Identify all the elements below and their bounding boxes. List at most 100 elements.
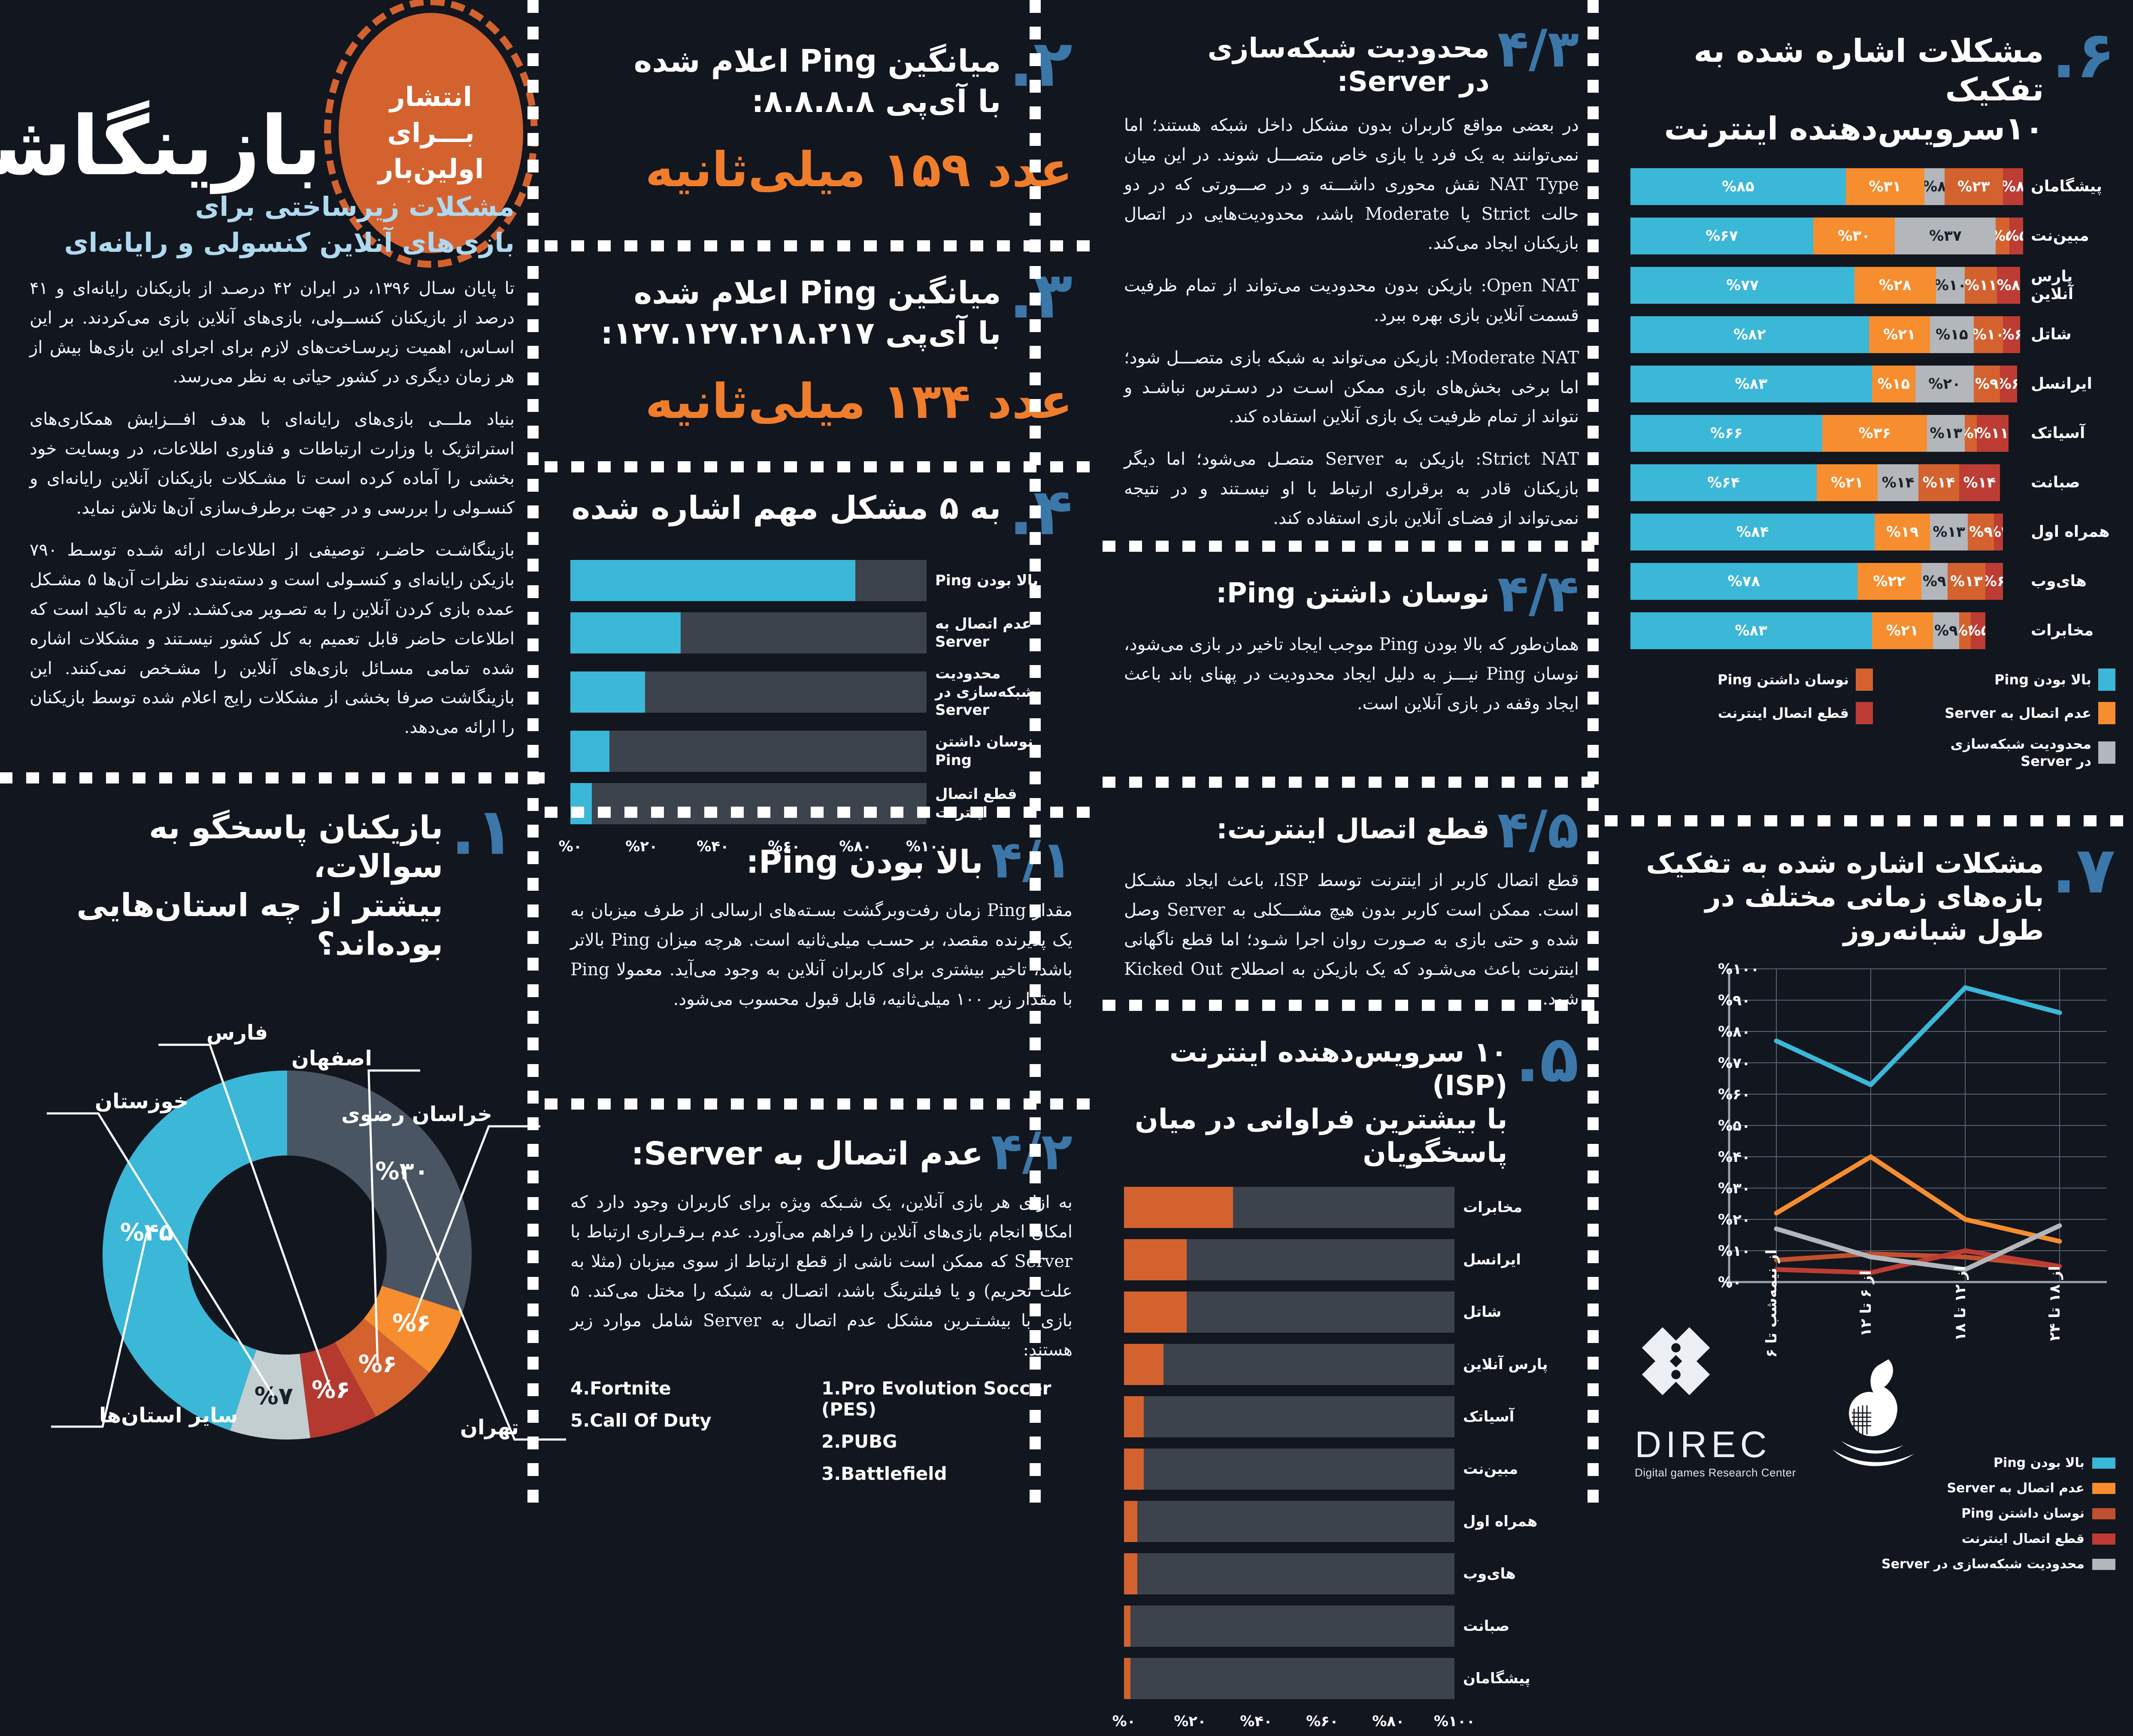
table-row: قطع اتصال اینترنت bbox=[571, 783, 1073, 824]
isp-label: ایرانسل bbox=[2031, 375, 2093, 393]
section-5-number: ۵. bbox=[1515, 1022, 1581, 1097]
legend-label: عدم اتصال به Server bbox=[1945, 705, 2092, 721]
bar-segment: %۸۳ bbox=[1631, 612, 1872, 649]
legend-swatch bbox=[2093, 1457, 2116, 1469]
bar-segment: %۱۵ bbox=[1930, 316, 1974, 353]
bar-fill bbox=[1124, 1239, 1188, 1281]
section-1: ۱. بازیکنان پاسخگو به سوالات، بیشتر از چ… bbox=[26, 800, 567, 1504]
column-3: ۲. میانگین Ping اعلام شده با آی‌پی ۸.۸.۸… bbox=[545, 0, 1103, 1509]
axis-tick: %۴۰ bbox=[1240, 1713, 1273, 1730]
section-4-5-body: قطع اتصال کاربر از اینترنت توسط ISP، باع… bbox=[1124, 871, 1580, 1009]
svg-text:%۳۰: %۳۰ bbox=[1718, 1180, 1751, 1197]
donut-slice bbox=[288, 1071, 472, 1312]
divider-horizontal bbox=[545, 1098, 1103, 1110]
isp-label: مخابرات bbox=[2031, 622, 2094, 640]
bar-segment: %۶۷ bbox=[1631, 217, 1814, 254]
axis-tick: %۱۰۰ bbox=[906, 838, 948, 855]
legend-item: نوسان داشتن Ping bbox=[1631, 1506, 2116, 1521]
callout-leader bbox=[159, 1043, 333, 1391]
svg-text:%۹۰: %۹۰ bbox=[1718, 992, 1751, 1009]
bar-segment: %۲۳ bbox=[1945, 168, 2003, 205]
line-series bbox=[1774, 1154, 2063, 1244]
section-3: ۳. میانگین Ping اعلام شده با آی‌پی ۱۲۷.۱… bbox=[571, 263, 1075, 431]
bar-segment: %۶۴ bbox=[1631, 464, 1817, 501]
legend-label: بالا بودن Ping bbox=[1994, 671, 2092, 688]
bar-track bbox=[571, 560, 927, 601]
table-row: شاتل bbox=[1124, 1291, 1579, 1333]
legend-item: قطع اتصال اینترنت bbox=[1631, 702, 1873, 724]
bar-segment: %۱۱ bbox=[1977, 414, 2009, 452]
section-4-3-p2: Open NAT: بازیکن بدون محدودیت می‌تواند ا… bbox=[1124, 276, 1579, 325]
section-5-title: ۱۰ سرویس‌دهنده اینترنت (ISP) با بیشترین … bbox=[1135, 1037, 1508, 1169]
foundation-logo-icon bbox=[1833, 1359, 1915, 1466]
legend-swatch bbox=[2093, 1533, 2116, 1545]
legend-swatch bbox=[2093, 1508, 2116, 1519]
bar-segment: %۷۸ bbox=[1631, 563, 1858, 600]
stacked-bar: %۷۸%۲۲%۹%۱۳%۶ bbox=[1631, 563, 2024, 600]
svg-text:%۵۰: %۵۰ bbox=[1718, 1117, 1751, 1134]
svg-text:%۰: %۰ bbox=[1718, 1274, 1742, 1291]
bar-segment: %۹ bbox=[1974, 365, 2000, 402]
bar-segment: %۹ bbox=[1933, 612, 1960, 649]
slice-value: %۳۰ bbox=[376, 1158, 429, 1186]
section-4: ۴. به ۵ مشکل مهم اشاره شده بالا بودن Pin… bbox=[559, 480, 1075, 861]
donut-slice bbox=[103, 1071, 288, 1431]
axis-tick: %۰ bbox=[559, 838, 583, 855]
legend-swatch bbox=[2099, 741, 2116, 764]
bar-track bbox=[1124, 1239, 1455, 1281]
legend-label: محدودیت شبکه‌سازی در Server bbox=[1882, 1557, 2085, 1572]
divider-vertical bbox=[1588, 0, 1599, 1509]
table-row: شاتل %۸۲%۲۱%۱۵%۱۰%۶ bbox=[1631, 312, 2116, 357]
bar-track bbox=[1124, 1396, 1455, 1438]
section-4-1-title: بالا بودن Ping: bbox=[746, 844, 984, 880]
section-4-4: ۴/۴ نوسان داشتن Ping: همان‌طور که بالا ب… bbox=[1124, 568, 1581, 719]
bar-segment: %۲۸ bbox=[1854, 266, 1936, 304]
svg-text:%۱۰: %۱۰ bbox=[1718, 1243, 1751, 1260]
bar-segment: %۱۳ bbox=[1930, 513, 1969, 550]
legend-item: محدودیت شبکه‌سازی در Server bbox=[1631, 1557, 2116, 1572]
slice-value: %۴۵ bbox=[121, 1219, 174, 1246]
section-4-5: ۴/۵ قطع اتصال اینترنت: قطع اتصال کاربر ا… bbox=[1124, 804, 1581, 1013]
callout-leader bbox=[47, 1112, 275, 1397]
bar-segment: %۵ bbox=[2010, 217, 2024, 254]
legend-item: عدم اتصال به Server bbox=[1631, 1481, 2116, 1496]
bar-track bbox=[1124, 1187, 1455, 1228]
section-5: ۵. ۱۰ سرویس‌دهنده اینترنت (ISP) با بیشتر… bbox=[1113, 1022, 1581, 1736]
line-series bbox=[1774, 1223, 2063, 1272]
bar-fill bbox=[571, 783, 592, 824]
bar-segment: %۹ bbox=[1921, 563, 1948, 600]
legend-swatch bbox=[2099, 702, 2116, 724]
category-label: پارس آنلاین bbox=[1463, 1356, 1548, 1373]
slice-label: خراسان رضوی bbox=[342, 1102, 493, 1126]
stacked-bar: %۸۴%۱۹%۱۳%۹%۳ bbox=[1631, 513, 2024, 550]
problems-by-isp-chart: پیشگامان%۸۵%۳۱%۸%۲۳%۸مبین‌نت%۶۷%۳۰%۳۷%۵%… bbox=[1631, 164, 2116, 653]
bar-segment: %۸۲ bbox=[1631, 316, 1869, 353]
legend-item: بالا بودن Ping bbox=[1631, 1455, 2116, 1470]
bar-segment: %۵ bbox=[1971, 612, 1986, 649]
bar-track bbox=[1124, 1449, 1455, 1490]
footer-logos: DIREC Digital games Research Center bbox=[1635, 1319, 1930, 1479]
table-row: پیشگامان bbox=[1124, 1658, 1579, 1700]
table-row: مخابرات bbox=[1124, 1187, 1579, 1228]
bar-segment: %۱۴ bbox=[1918, 464, 1960, 501]
table-row: نوسان داشتن Ping bbox=[571, 730, 1073, 772]
bar-fill bbox=[1124, 1396, 1145, 1438]
table-row: مخابرات %۸۳%۲۱%۹%۴%۵ bbox=[1631, 608, 2116, 653]
table-row: های‌وب bbox=[1124, 1553, 1579, 1595]
bar-segment: %۲۱ bbox=[1872, 612, 1933, 649]
bar-fill bbox=[1124, 1553, 1138, 1595]
line-series bbox=[1774, 985, 2063, 1087]
legend-label: محدودیت شبکه‌سازی در Server bbox=[1951, 735, 2092, 769]
bar-fill bbox=[1124, 1606, 1131, 1647]
section-1-title: بازیکنان پاسخگو به سوالات، بیشتر از چه ا… bbox=[77, 809, 444, 962]
divider-horizontal bbox=[545, 240, 1103, 251]
bar-segment: %۲۱ bbox=[1817, 464, 1878, 501]
bar-segment: %۸۴ bbox=[1631, 513, 1875, 550]
category-label: مخابرات bbox=[1463, 1199, 1523, 1216]
table-row: آسیاتک bbox=[1124, 1396, 1579, 1438]
top5-problems-chart: بالا بودن Ping عدم اتصال به Server محدودیت… bbox=[559, 560, 1073, 861]
table-row: ایرانسل %۸۳%۱۵%۲۰%۹%۶ bbox=[1631, 362, 2116, 406]
bar-segment: %۸۵ bbox=[1631, 168, 1846, 205]
section-4-3-title: محدودیت شبکه‌سازی در Server: bbox=[1208, 33, 1490, 98]
legend-item: محدودیت شبکه‌سازی در Server bbox=[1873, 735, 2116, 770]
